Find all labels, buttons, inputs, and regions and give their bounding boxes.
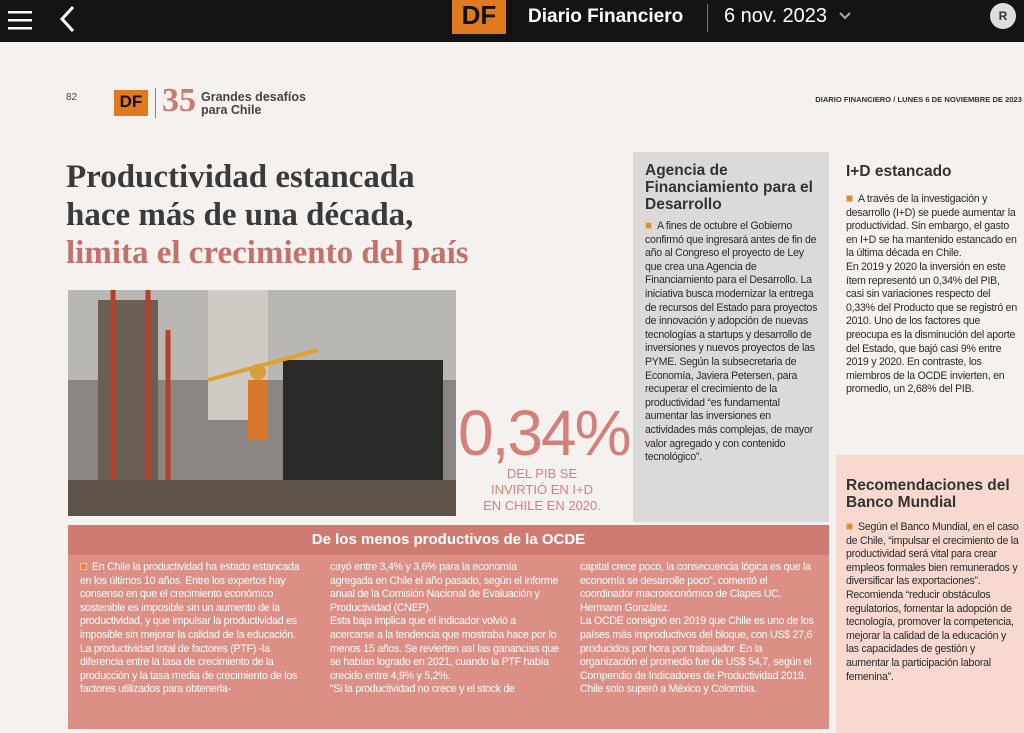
bullet bbox=[846, 195, 853, 202]
photo bbox=[68, 290, 456, 516]
separator bbox=[155, 88, 156, 118]
chevron[interactable] bbox=[838, 10, 852, 22]
separator bbox=[707, 4, 708, 32]
paragraph: La productividad total de factores (PTF)… bbox=[80, 642, 298, 696]
paragraph-text: En Chile la productividad ha estado esta… bbox=[80, 561, 300, 641]
bullet bbox=[80, 563, 87, 570]
tagline-line: Grandes desafíos bbox=[201, 90, 306, 104]
section-title: Agencia de Financiamiento para el Desarr… bbox=[645, 162, 813, 213]
paragraph: Según el Banco Mundial, en el caso de Ch… bbox=[846, 521, 1019, 683]
paragraph: A fines de octubre el Gobierno confirmó … bbox=[645, 220, 818, 464]
stat-value: 0,34% bbox=[458, 397, 631, 469]
menu-button[interactable] bbox=[6, 8, 34, 32]
paragraph: capital crece poco, la consecuencia lógi… bbox=[580, 561, 811, 614]
section-title: Recomendaciones del Banco Mundial bbox=[846, 477, 1010, 511]
date-selector[interactable]: 6 nov. 2023 bbox=[724, 5, 828, 27]
stat-caption: DEL PIB SE INVIRTIÓ EN I+D EN CHILE EN 2… bbox=[470, 466, 614, 514]
column: cayó entre 3,4% y 3,6% para la economía … bbox=[330, 561, 562, 725]
brand: Diario Financiero bbox=[528, 6, 684, 27]
headline-line: hace más de una década, bbox=[66, 197, 414, 233]
column: En Chile la productividad ha estado esta… bbox=[80, 561, 312, 725]
tagline-line: para Chile bbox=[201, 103, 262, 117]
box-title: De los menos productivos de la OCDE bbox=[68, 525, 829, 555]
paragraph-text: A través de la investigación y desarroll… bbox=[846, 193, 1017, 260]
paragraph: En 2019 y 2020 la inversión en este ítem… bbox=[846, 260, 1017, 396]
paragraph: “Si la productividad no crece y el stock… bbox=[330, 683, 515, 696]
headline-line: limita el crecimiento del país bbox=[66, 235, 469, 271]
section-body: A fines de octubre el Gobierno confirmó … bbox=[645, 220, 821, 516]
back-button[interactable] bbox=[56, 4, 80, 34]
agencia-box: Agencia de Financiamiento para el Desarr… bbox=[633, 152, 829, 522]
logo: DF bbox=[452, 0, 506, 34]
caption-line: EN CHILE EN 2020. bbox=[483, 498, 601, 513]
paragraph: cayó entre 3,4% y 3,6% para la economía … bbox=[330, 561, 559, 614]
avatar[interactable]: R bbox=[990, 3, 1016, 29]
caption-line: INVIRTIÓ EN I+D bbox=[491, 482, 593, 497]
top-bar: DF Diario Financiero 6 nov. 2023 R bbox=[0, 0, 1024, 42]
caption-line: DEL PIB SE bbox=[506, 466, 578, 481]
dateline: DIARIO FINANCIERO / LUNES 6 DE NOVIEMBRE… bbox=[815, 95, 1022, 104]
bullet bbox=[846, 523, 853, 530]
header-logo: DF bbox=[114, 90, 148, 116]
section-body: Según el Banco Mundial, en el caso de Ch… bbox=[846, 521, 1020, 727]
section-title: I+D estancado bbox=[846, 163, 952, 180]
headline: Productividad estancada hace más de una … bbox=[66, 158, 469, 272]
paragraph: En Chile la productividad ha estado esta… bbox=[80, 561, 312, 643]
paragraph: A través de la investigación y desarroll… bbox=[846, 193, 1018, 261]
paragraph: La OCDE consignó en 2019 que Chile es un… bbox=[580, 615, 814, 696]
paragraph: Esta baja implica que el indicador volvi… bbox=[330, 615, 559, 682]
recomendaciones-box: Recomendaciones del Banco Mundial Según … bbox=[836, 455, 1024, 733]
bullet bbox=[645, 222, 652, 229]
page-number: 82 bbox=[66, 92, 78, 103]
anniversary: 35 bbox=[162, 82, 196, 119]
section-body: A través de la investigación y desarroll… bbox=[846, 193, 1018, 441]
headline-line: Productividad estancada bbox=[66, 159, 415, 195]
tagline: Grandes desafíos para Chile bbox=[201, 91, 306, 117]
column: capital crece poco, la consecuencia lógi… bbox=[580, 561, 816, 725]
ocde-box: De los menos productivos de la OCDE En C… bbox=[68, 525, 829, 729]
